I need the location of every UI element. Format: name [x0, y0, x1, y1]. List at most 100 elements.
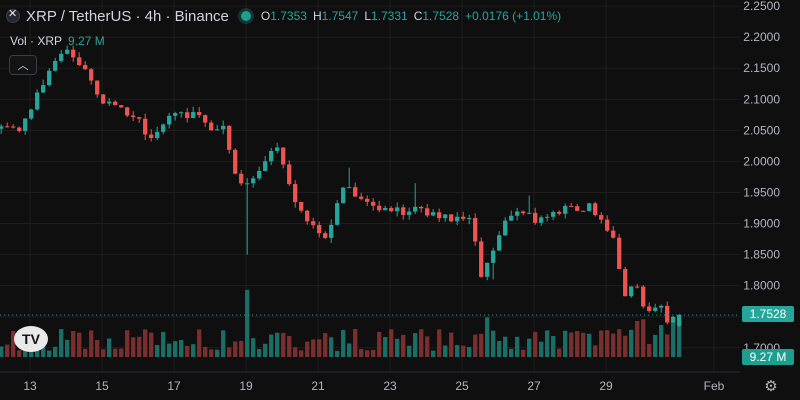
candle-body: [347, 187, 352, 189]
volume-bar: [317, 339, 322, 357]
volume-bar: [539, 341, 544, 357]
volume-bar: [377, 331, 382, 357]
candle-body: [479, 241, 484, 277]
candle-body: [17, 127, 22, 132]
volume-bar: [593, 345, 598, 357]
candle-body: [623, 269, 628, 297]
candle-body: [635, 286, 640, 288]
candle-body: [215, 129, 220, 131]
candle-body: [125, 107, 130, 116]
grid: [0, 0, 740, 372]
volume-bar: [197, 329, 202, 357]
candle-body: [419, 206, 424, 209]
volume-bar: [143, 329, 148, 357]
candle-body: [581, 210, 586, 212]
volume-bar: [419, 329, 424, 357]
candle-body: [377, 205, 382, 211]
volume-bar: [287, 335, 292, 357]
candle-body: [617, 237, 622, 270]
price-axis[interactable]: 1.70001.75001.80001.85001.90001.95002.00…: [743, 0, 780, 355]
candle-body: [131, 115, 136, 118]
candle-body: [245, 183, 250, 185]
volume-bar: [503, 336, 508, 357]
candle-body: [203, 115, 208, 123]
volume-bar: [629, 329, 634, 357]
volume-bar: [371, 349, 376, 357]
candle-body: [545, 216, 550, 218]
candle-body: [521, 211, 526, 214]
open-label: O: [260, 9, 271, 23]
volume-bar: [347, 343, 352, 357]
xrp-logo-icon: [6, 7, 20, 23]
gear-icon[interactable]: ⚙: [764, 378, 778, 395]
candle-body: [383, 207, 388, 211]
volume-bar: [635, 321, 640, 357]
volume-bar: [257, 349, 262, 357]
volume-bar: [353, 329, 358, 357]
price-tick-label: 1.9000: [743, 217, 780, 231]
volume-legend[interactable]: Vol · XRP 9.27 M: [10, 34, 105, 48]
candle-body: [53, 60, 58, 71]
candle-body: [365, 198, 370, 202]
volume-bar: [455, 345, 460, 357]
volume-bar: [23, 349, 28, 357]
volume-bar: [533, 331, 538, 357]
volume-bar: [671, 321, 676, 357]
volume-bar: [305, 341, 310, 357]
collapse-legend-button[interactable]: ︿: [9, 55, 37, 75]
tradingview-logo-icon[interactable]: TV: [14, 326, 48, 352]
candle-body: [221, 125, 226, 130]
volume-bar: [215, 349, 220, 357]
time-tick-label: 15: [95, 379, 109, 393]
volume-bar: [647, 343, 652, 357]
volume-bar: [341, 329, 346, 357]
time-tick-label: 25: [455, 379, 469, 393]
volume-bar: [449, 332, 454, 357]
market-status-icon[interactable]: [240, 11, 251, 21]
volume-bar: [281, 332, 286, 357]
candle-body: [149, 134, 154, 139]
candle-body: [533, 212, 538, 223]
candle-body: [389, 207, 394, 212]
volume-bar: [185, 345, 190, 357]
candle-body: [77, 57, 82, 65]
candle-body: [653, 307, 658, 311]
candle-body: [491, 250, 496, 263]
volume-value: 9.27 M: [68, 34, 105, 48]
candle-body: [287, 164, 292, 185]
candle-body: [677, 314, 682, 326]
volume-bar: [209, 349, 214, 357]
candle-body: [395, 207, 400, 212]
volume-tag: 9.27 M: [742, 349, 794, 365]
volume-bar: [77, 332, 82, 357]
candle-body: [119, 105, 124, 108]
symbol-title[interactable]: XRP / TetherUS · 4h · Binance: [26, 7, 229, 25]
candle-body: [107, 101, 112, 104]
volume-bar: [473, 334, 478, 357]
volume-bar: [623, 335, 628, 357]
candle-body: [323, 233, 328, 238]
volume-bar: [41, 344, 46, 357]
candle-body: [401, 207, 406, 215]
volume-bar: [569, 332, 574, 357]
price-tick-label: 1.8000: [743, 279, 780, 293]
candle-body: [143, 118, 148, 135]
candle-body: [59, 53, 64, 61]
time-tick-label: 13: [23, 379, 37, 393]
volume-bar: [167, 343, 172, 357]
candle-body: [563, 205, 568, 214]
candle-body: [437, 212, 442, 219]
candle-body: [461, 216, 466, 219]
volume-bar: [617, 329, 622, 357]
time-tick-label: 27: [527, 379, 541, 393]
volume-bar: [227, 347, 232, 357]
volume-bar: [239, 340, 244, 357]
candle-body: [455, 216, 460, 222]
candle-body: [0, 126, 4, 129]
candle-body: [95, 80, 100, 95]
time-axis[interactable]: 13 15 17 19 21 23 25 27 29 Feb: [0, 371, 740, 393]
high-value: 1.7547: [321, 9, 359, 23]
candle-body: [671, 316, 676, 323]
candle-body: [341, 187, 346, 204]
